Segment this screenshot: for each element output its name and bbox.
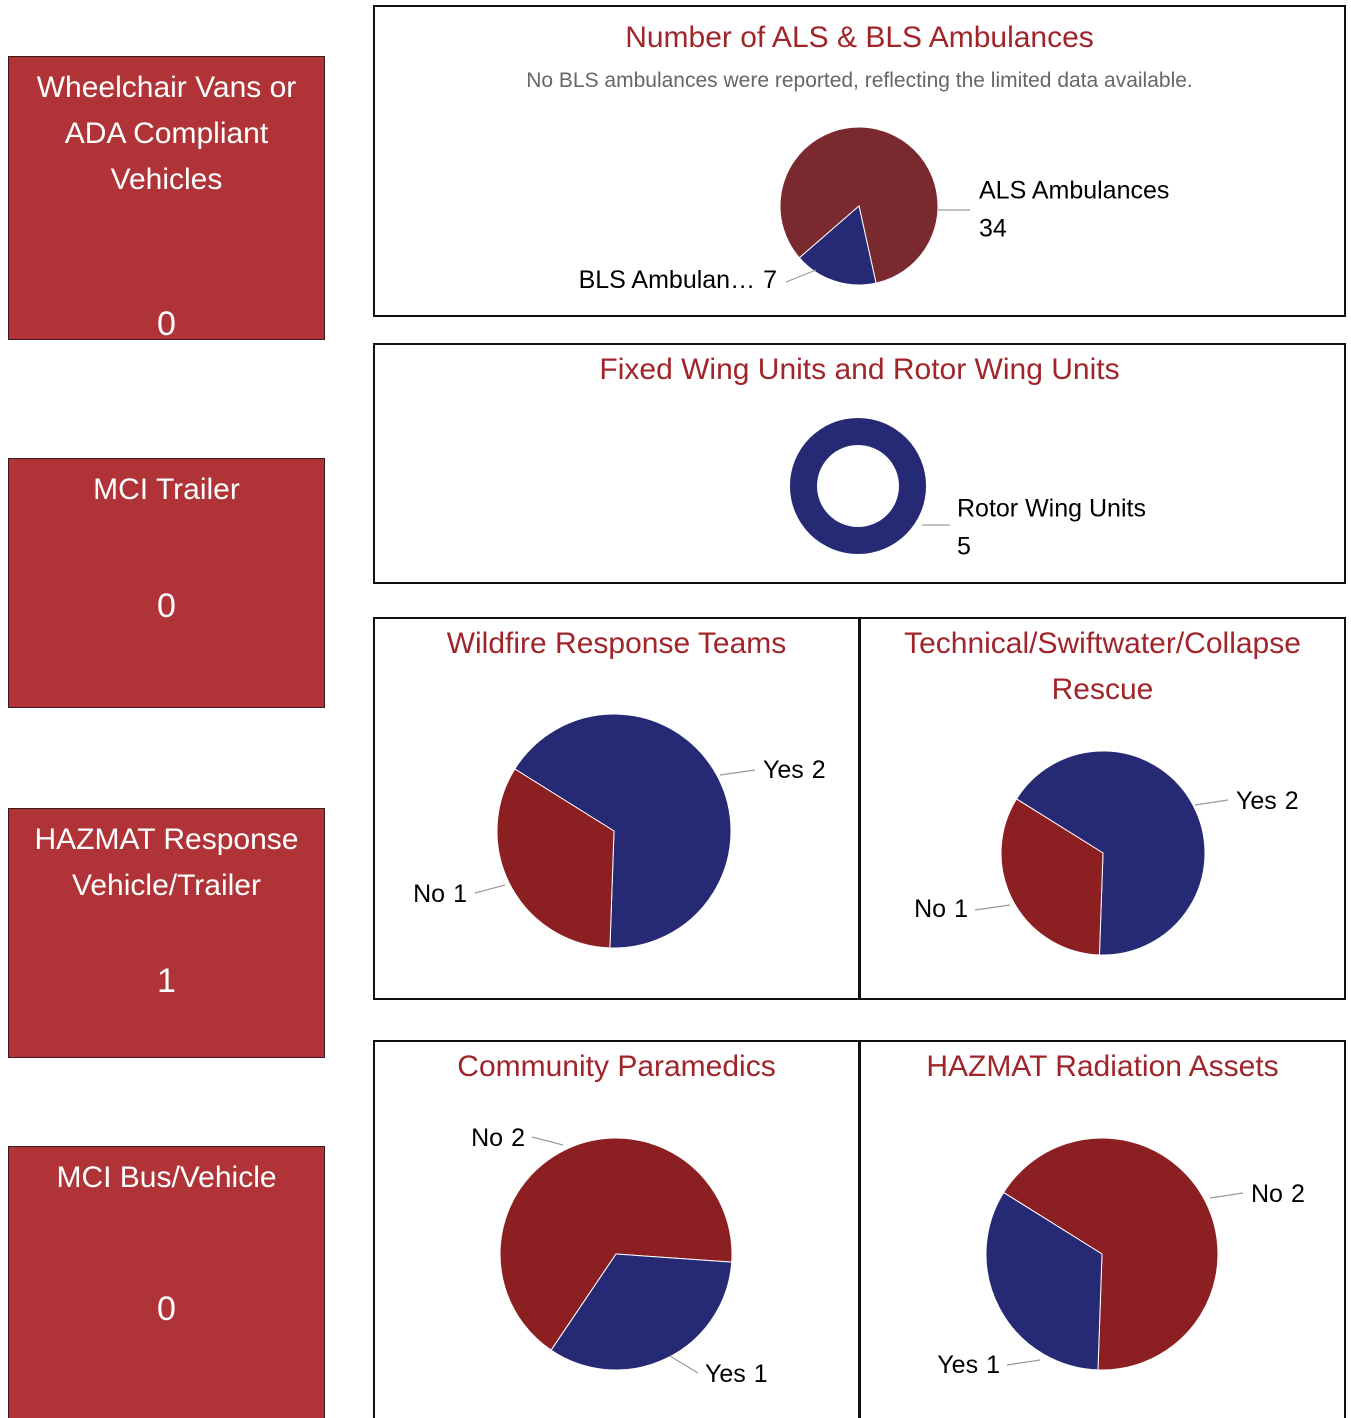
chart-title: Fixed Wing Units and Rotor Wing Units xyxy=(599,353,1120,386)
pie-slice xyxy=(789,417,927,554)
slice-label: ALS Ambulances xyxy=(979,177,1169,205)
slice-value: 5 xyxy=(957,533,971,561)
pie-slice xyxy=(1000,798,1104,956)
leader-line xyxy=(531,1136,564,1146)
slice-label: Yes 1 xyxy=(937,1351,1000,1379)
slice-value: 1 xyxy=(954,895,968,923)
kpi-card: Wheelchair Vans or ADA Compliant Vehicle… xyxy=(8,56,325,343)
chart-title: Wildfire Response Teams xyxy=(446,627,787,660)
kpi-title: Wheelchair Vans or ADA Compliant Vehicle… xyxy=(36,71,297,196)
leader-line xyxy=(719,769,756,776)
pie-slice xyxy=(499,1137,733,1351)
slice-category: Yes xyxy=(763,756,804,784)
slice-label: Yes 1 xyxy=(705,1360,768,1388)
pie-slice xyxy=(798,205,877,286)
slice-category: No xyxy=(1251,1180,1283,1208)
kpi-title: MCI Trailer xyxy=(93,473,240,506)
slice-category: Yes xyxy=(937,1351,978,1379)
slice-label: No 2 xyxy=(1251,1180,1305,1208)
slice-category: Yes xyxy=(705,1360,746,1388)
leader-line xyxy=(1209,1192,1244,1199)
kpi-value: 0 xyxy=(157,587,176,625)
slice-category: No xyxy=(471,1124,503,1152)
slice-label: No 1 xyxy=(914,895,968,923)
slice-value: 2 xyxy=(1291,1180,1305,1208)
leader-line xyxy=(1006,1359,1041,1366)
leader-line xyxy=(474,884,506,894)
slice-label: Yes 2 xyxy=(1236,787,1299,815)
slice-label: Yes 2 xyxy=(763,756,826,784)
kpi-title: MCI Bus/Vehicle xyxy=(56,1161,277,1194)
pie-slice xyxy=(1015,750,1206,956)
slice-category: BLS Ambulan… xyxy=(579,266,756,294)
slice-value: 34 xyxy=(979,215,1007,243)
slice-value: 2 xyxy=(812,756,826,784)
kpi-value: 1 xyxy=(157,962,176,1000)
leader-line xyxy=(785,269,817,283)
slice-value: 2 xyxy=(511,1124,525,1152)
pie-slice xyxy=(514,713,732,949)
slice-value: 1 xyxy=(453,880,467,908)
leader-line xyxy=(669,1355,699,1374)
slice-value: 1 xyxy=(754,1360,768,1388)
leader-line xyxy=(1194,799,1229,806)
slice-category: No xyxy=(413,880,445,908)
slice-label: Rotor Wing Units xyxy=(957,495,1146,523)
kpi-value: 0 xyxy=(157,1290,176,1328)
kpi-title: HAZMAT Response Vehicle/Trailer xyxy=(34,823,299,902)
slice-value: 2 xyxy=(1285,787,1299,815)
pie-slice xyxy=(550,1253,733,1371)
chart-title: Number of ALS & BLS Ambulances xyxy=(625,21,1094,54)
chart-panel: Fixed Wing Units and Rotor Wing Units xyxy=(373,343,1346,584)
pie-slice xyxy=(496,768,615,949)
kpi-card: MCI Bus/Vehicle 0 xyxy=(8,1146,325,1418)
kpi-value: 0 xyxy=(157,305,176,343)
slice-category: No xyxy=(914,895,946,923)
slice-category: Yes xyxy=(1236,787,1277,815)
slice-label: BLS Ambulan… 7 xyxy=(579,266,777,294)
pie-slice xyxy=(985,1191,1103,1371)
chart-title: HAZMAT Radiation Assets xyxy=(926,1050,1279,1083)
slice-value: 1 xyxy=(986,1351,1000,1379)
pie-slice xyxy=(1002,1137,1219,1371)
kpi-card: HAZMAT Response Vehicle/Trailer 1 xyxy=(8,808,325,1058)
chart-title: Community Paramedics xyxy=(457,1050,776,1083)
pie-slice xyxy=(779,126,939,284)
chart-subtitle: No BLS ambulances were reported, reflect… xyxy=(526,69,1193,92)
slice-label: No 2 xyxy=(471,1124,525,1152)
chart-title: Technical/Swiftwater/Collapse Rescue xyxy=(904,627,1301,706)
kpi-card: MCI Trailer 0 xyxy=(8,458,325,708)
slice-label: No 1 xyxy=(413,880,467,908)
slice-value: 7 xyxy=(763,266,777,294)
leader-line xyxy=(974,904,1011,911)
